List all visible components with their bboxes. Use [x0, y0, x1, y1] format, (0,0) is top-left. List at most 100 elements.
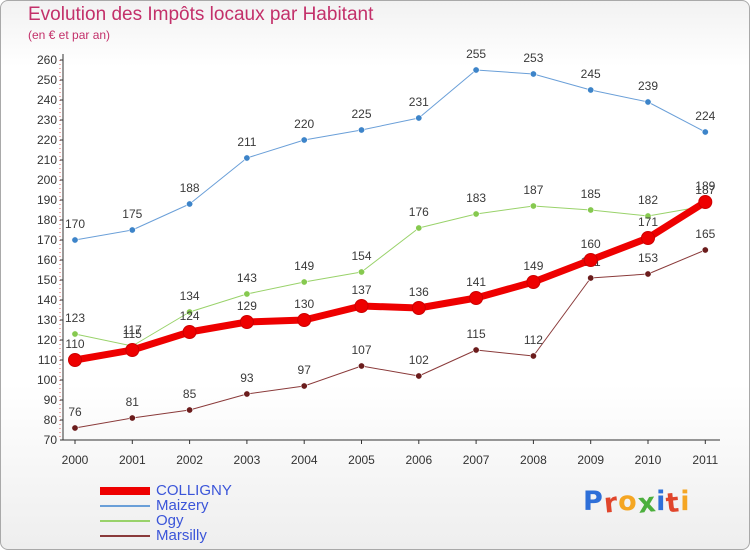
legend-swatch-marsilly [100, 535, 150, 537]
data-label-ogy: 182 [638, 193, 658, 207]
data-point-marsilly [472, 346, 480, 354]
y-tick-label: 130 [37, 313, 57, 327]
data-point-colligny [182, 325, 197, 339]
y-tick-label: 160 [37, 253, 57, 267]
data-label-maizery: 239 [638, 79, 658, 93]
y-tick-label: 220 [37, 133, 57, 147]
logo-letter: o [618, 486, 638, 517]
data-label-colligny: 130 [294, 297, 314, 311]
data-label-ogy: 183 [466, 191, 486, 205]
data-point-maizery [300, 136, 308, 144]
data-point-colligny [239, 315, 254, 329]
logo-letter: r [602, 487, 620, 520]
data-point-colligny [354, 299, 369, 313]
y-tick-label: 100 [37, 373, 57, 387]
data-label-ogy: 176 [409, 205, 429, 219]
data-point-ogy [644, 212, 652, 220]
y-tick-label: 110 [38, 353, 57, 367]
y-tick-label: 80 [44, 413, 58, 427]
x-tick-label: 2010 [635, 453, 662, 467]
legend-swatch-maizery [100, 505, 150, 507]
data-point-colligny [68, 353, 82, 367]
data-label-maizery: 224 [695, 109, 715, 123]
data-label-marsilly: 107 [351, 343, 371, 357]
data-point-maizery [243, 154, 251, 162]
data-label-colligny: 124 [180, 309, 200, 323]
data-point-ogy [415, 224, 423, 232]
y-tick-label: 230 [37, 113, 57, 127]
data-point-ogy [243, 290, 251, 298]
logo-letter: i [680, 486, 691, 517]
data-point-marsilly [300, 382, 308, 390]
data-label-ogy: 187 [695, 183, 715, 197]
data-point-ogy [357, 268, 365, 276]
data-label-marsilly: 102 [409, 353, 429, 367]
y-tick-label: 240 [37, 93, 57, 107]
legend-label-maizery: Maizery [156, 497, 209, 514]
data-label-ogy: 117 [123, 323, 142, 337]
data-label-marsilly: 153 [638, 251, 658, 265]
legend-label-colligny: COLLIGNY [156, 482, 232, 499]
data-label-maizery: 231 [409, 95, 429, 109]
data-label-marsilly: 165 [695, 227, 715, 241]
series-line-colligny [71, 198, 709, 364]
data-label-marsilly: 97 [298, 363, 312, 377]
legend-label-ogy: Ogy [156, 512, 184, 529]
data-label-maizery: 175 [122, 207, 142, 221]
data-label-maizery: 211 [237, 135, 256, 149]
data-point-maizery [701, 128, 709, 136]
data-point-colligny [125, 343, 140, 357]
data-label-maizery: 253 [523, 51, 543, 65]
y-tick-label: 260 [37, 53, 57, 67]
data-label-maizery: 255 [466, 47, 486, 61]
data-point-maizery [186, 200, 194, 208]
data-point-marsilly [701, 246, 709, 254]
data-label-colligny: 136 [409, 285, 429, 299]
data-point-colligny [469, 291, 484, 305]
data-label-marsilly: 93 [240, 371, 254, 385]
data-point-ogy [300, 278, 308, 286]
series-line-marsilly [74, 249, 706, 429]
data-point-maizery [472, 66, 480, 74]
data-point-colligny [411, 301, 426, 315]
x-tick-label: 2005 [348, 453, 375, 467]
logo-letter: i [656, 486, 667, 517]
data-label-maizery: 245 [581, 67, 601, 81]
data-label-ogy: 187 [523, 183, 543, 197]
data-label-marsilly: 76 [68, 405, 82, 419]
x-tick-label: 2011 [692, 453, 718, 467]
data-label-marsilly: 85 [183, 387, 197, 401]
data-point-colligny [641, 231, 655, 245]
chart-title: Evolution des Impôts locaux par Habitant [28, 4, 374, 25]
data-point-colligny [583, 253, 598, 267]
x-tick-label: 2004 [291, 453, 318, 467]
y-tick-label: 210 [37, 153, 57, 167]
data-point-maizery [587, 86, 595, 94]
x-tick-label: 2002 [176, 453, 203, 467]
data-label-ogy: 154 [351, 249, 371, 263]
series-line-ogy [74, 205, 706, 347]
data-point-maizery [529, 70, 537, 78]
data-label-ogy: 143 [237, 271, 257, 285]
data-label-colligny: 110 [65, 337, 84, 351]
data-point-maizery [357, 126, 365, 134]
data-label-colligny: 171 [638, 215, 658, 229]
data-label-maizery: 225 [351, 107, 371, 121]
data-label-ogy: 185 [581, 187, 601, 201]
logo-letter: x [636, 487, 658, 520]
x-tick-label: 2003 [234, 453, 261, 467]
y-tick-label: 70 [44, 433, 58, 447]
y-tick-label: 90 [44, 393, 58, 407]
logo-letter: P [583, 486, 604, 517]
chart-subtitle: (en € et par an) [28, 28, 111, 42]
y-tick-label: 120 [37, 333, 57, 347]
data-point-marsilly [128, 414, 136, 422]
data-point-marsilly [415, 372, 423, 380]
data-point-maizery [128, 226, 136, 234]
y-tick-label: 170 [37, 233, 57, 247]
data-point-ogy [71, 330, 79, 338]
data-point-marsilly [243, 390, 251, 398]
data-point-colligny [526, 275, 541, 289]
y-tick-label: 250 [37, 73, 57, 87]
